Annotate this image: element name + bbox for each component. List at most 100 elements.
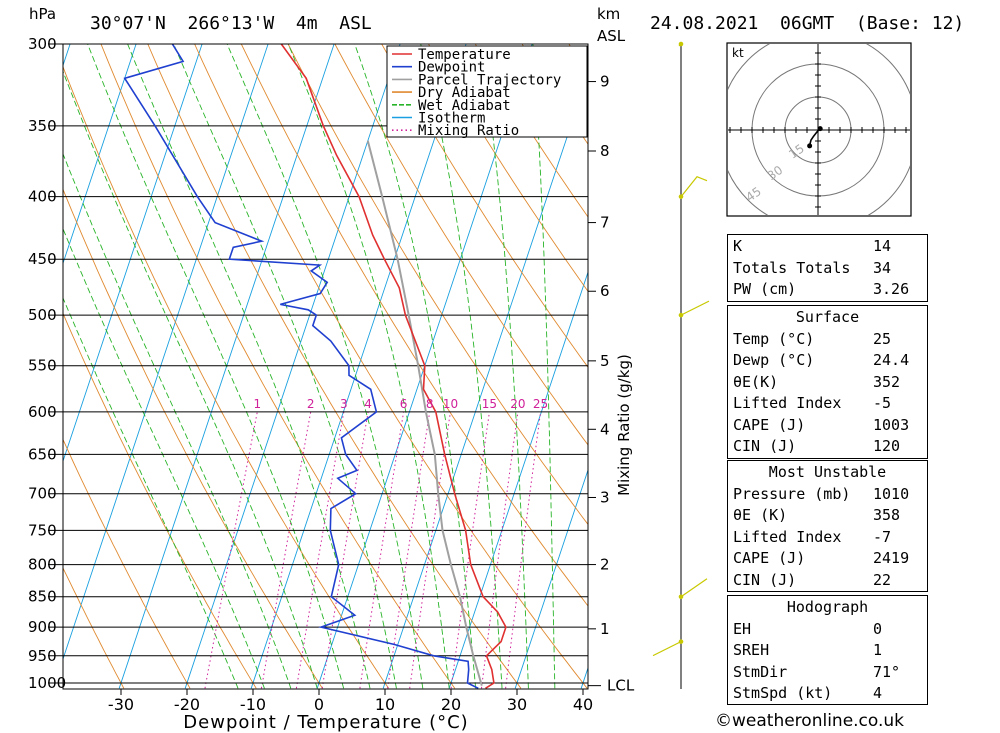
pressure-unit-label: hPa: [29, 5, 56, 23]
pressure-tick-label: 750: [28, 521, 57, 539]
wind-barb-dot: [678, 194, 684, 199]
wet-adiabat-line: [173, 44, 397, 689]
pressure-tick-label: 800: [28, 556, 57, 574]
mixing-ratio-label: 4: [364, 397, 372, 411]
indices-label: Temp (°C): [733, 329, 815, 348]
mixing-ratio-label: 3: [340, 397, 348, 411]
km-tick-label: 1: [600, 620, 610, 638]
pressure-tick-label: 450: [28, 250, 57, 268]
wind-barb-dot: [678, 594, 684, 600]
indices-value: 358: [873, 506, 901, 524]
indices-value: 24.4: [873, 351, 910, 369]
indices-label: CIN (J): [733, 437, 797, 455]
location-title: 30°07'N 266°13'W 4m ASL: [90, 13, 372, 34]
legend-entry: Temperature: [418, 47, 511, 63]
mixing-ratio-label: 25: [533, 397, 548, 411]
indices-row: EH 0: [728, 618, 927, 639]
plot-frame: [62, 43, 589, 690]
mixing-ratio-line: [481, 411, 519, 689]
datetime-title: 24.08.2021 06GMT (Base: 12): [650, 13, 964, 34]
isotherm-line: [118, 44, 335, 689]
mixing-ratio-line: [359, 411, 405, 689]
mixing-ratio-line: [387, 411, 431, 689]
indices-row: θE (K) 358: [728, 504, 927, 525]
mixing-ratio-line: [204, 411, 258, 689]
mixing-ratio-line: [450, 411, 490, 689]
wind-barb-dot: [678, 41, 684, 47]
pressure-tick-label: 550: [28, 357, 57, 375]
indices-row: StmSpd (kt) 4: [728, 682, 927, 703]
km-tick-label: 7: [600, 214, 610, 232]
pressure-tick-label: 900: [28, 618, 57, 636]
mixing-ratio-line: [260, 411, 312, 689]
indices-label: Dewp (°C): [733, 351, 815, 369]
indices-section-title: Most Unstable: [768, 463, 887, 481]
pressure-tick-label: 650: [28, 445, 57, 463]
isotherm-line: [0, 26, 10, 688]
mixing-ratio-line: [505, 411, 542, 689]
x-axis-title: Dewpoint / Temperature (°C): [183, 712, 468, 733]
mixing-ratio-label: 1: [253, 397, 261, 411]
indices-row: Pressure (mb) 1010: [728, 483, 927, 504]
height-unit-top: km: [597, 5, 620, 23]
pressure-tick-label: 700: [28, 485, 57, 503]
indices-label: K: [733, 237, 743, 255]
indices-row: Totals Totals 34: [728, 257, 927, 278]
pressure-tick-label: 350: [28, 117, 57, 135]
dry-adiabat-line: [63, 566, 125, 689]
indices-surface: Surface Temp (°C) 25 Dewp (°C) 24.4 θE(K) 352 L…: [727, 305, 928, 459]
indices-row: Temp (°C) 25: [728, 328, 927, 349]
pressure-tick-label: 400: [28, 188, 57, 206]
legend-entry: Mixing Ratio: [418, 123, 519, 139]
indices-value: 120: [873, 437, 901, 455]
mixing-ratio-label: 8: [426, 397, 434, 411]
indices-value: 4: [873, 684, 883, 702]
indices-value: 1: [873, 641, 883, 659]
dewpoint-line: [123, 44, 479, 689]
hodograph-point: [817, 126, 823, 132]
indices-row: θE(K) 352: [728, 371, 927, 392]
indices-label: θE(K): [733, 372, 779, 391]
indices-section-title: Surface: [795, 308, 860, 326]
parcel-trajectory-line: [366, 140, 483, 686]
indices-value: -5: [873, 394, 892, 412]
indices-label: StmSpd (kt): [733, 684, 833, 702]
axes: 3003504004505005506006507007508008509009…: [28, 35, 635, 733]
wind-barb: [652, 641, 682, 657]
indices-row: StmDir 71°: [728, 661, 927, 682]
dry-adiabat-line: [334, 44, 588, 446]
pressure-tick-label: 850: [28, 588, 57, 606]
km-tick-label: 8: [600, 142, 610, 160]
indices-general: K 14 Totals Totals 34 PW (cm) 3.26: [727, 234, 928, 302]
lcl-label: LCL: [607, 677, 635, 695]
profiles: [123, 44, 507, 689]
mixing-ratio-line: [321, 411, 369, 689]
indices-row: CIN (J) 120: [728, 435, 927, 456]
indices-row: Dewp (°C) 24.4: [728, 349, 927, 370]
indices-value: 2419: [873, 549, 910, 567]
indices-value: 3.26: [873, 280, 910, 298]
indices-row: Lifted Index -7: [728, 526, 927, 547]
indices-value: 34: [873, 258, 892, 277]
indices-row: SREH 1: [728, 639, 927, 660]
legend-entry: Dry Adiabat: [418, 85, 511, 101]
dry-adiabat-line: [474, 44, 588, 218]
indices-label: θE (K): [733, 506, 788, 524]
x-tick-label: -10: [240, 695, 266, 714]
indices-row: CAPE (J) 2419: [728, 547, 927, 568]
isotherm-line: [514, 468, 588, 689]
mixing-ratio-label: 15: [482, 397, 497, 411]
x-tick-label: 10: [375, 695, 395, 714]
pressure-tick-label: 1000: [28, 674, 66, 692]
km-tick-label: 9: [600, 73, 610, 91]
mixing-ratio-line: [409, 411, 451, 689]
indices-label: StmDir: [733, 662, 788, 681]
wet-adiabat-line: [63, 70, 318, 689]
indices-label: SREH: [733, 641, 770, 659]
wind-column: [652, 41, 710, 689]
credit-text: ©weatheronline.co.uk: [715, 711, 905, 731]
x-tick-label: 30: [507, 695, 527, 714]
legend-entry: Parcel Trajectory: [418, 72, 561, 88]
